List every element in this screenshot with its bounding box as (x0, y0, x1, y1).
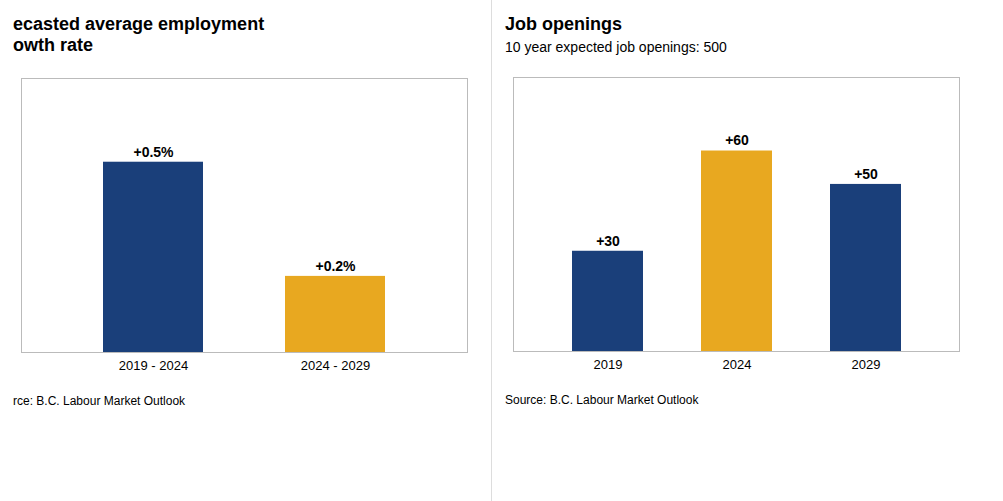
svg-text:+30: +30 (596, 233, 620, 249)
svg-text:2024 - 2029: 2024 - 2029 (301, 358, 370, 373)
svg-text:+60: +60 (725, 132, 749, 148)
svg-text:+0.5%: +0.5% (133, 144, 174, 160)
html-text:10 year expected job openings:: 10 year expected job openings: 500 (505, 39, 727, 55)
html-text:rce: B.C. Labour Market Outloo: rce: B.C. Labour Market Outlook (13, 394, 186, 408)
svg-text:2024: 2024 (723, 357, 752, 372)
svg-text:+0.2%: +0.2% (315, 258, 356, 274)
html-text:Source: B.C. Labour Market Out: Source: B.C. Labour Market Outlook (505, 393, 699, 407)
svg-text:2019: 2019 (594, 357, 623, 372)
html-text:ecasted average employment owt: ecasted average employment owth rate (13, 14, 265, 55)
svg-text:+50: +50 (854, 166, 878, 182)
svg-text:2029: 2029 (852, 357, 881, 372)
html-text:Job openings: Job openings (505, 14, 622, 34)
svg-text:2019 - 2024: 2019 - 2024 (119, 358, 188, 373)
